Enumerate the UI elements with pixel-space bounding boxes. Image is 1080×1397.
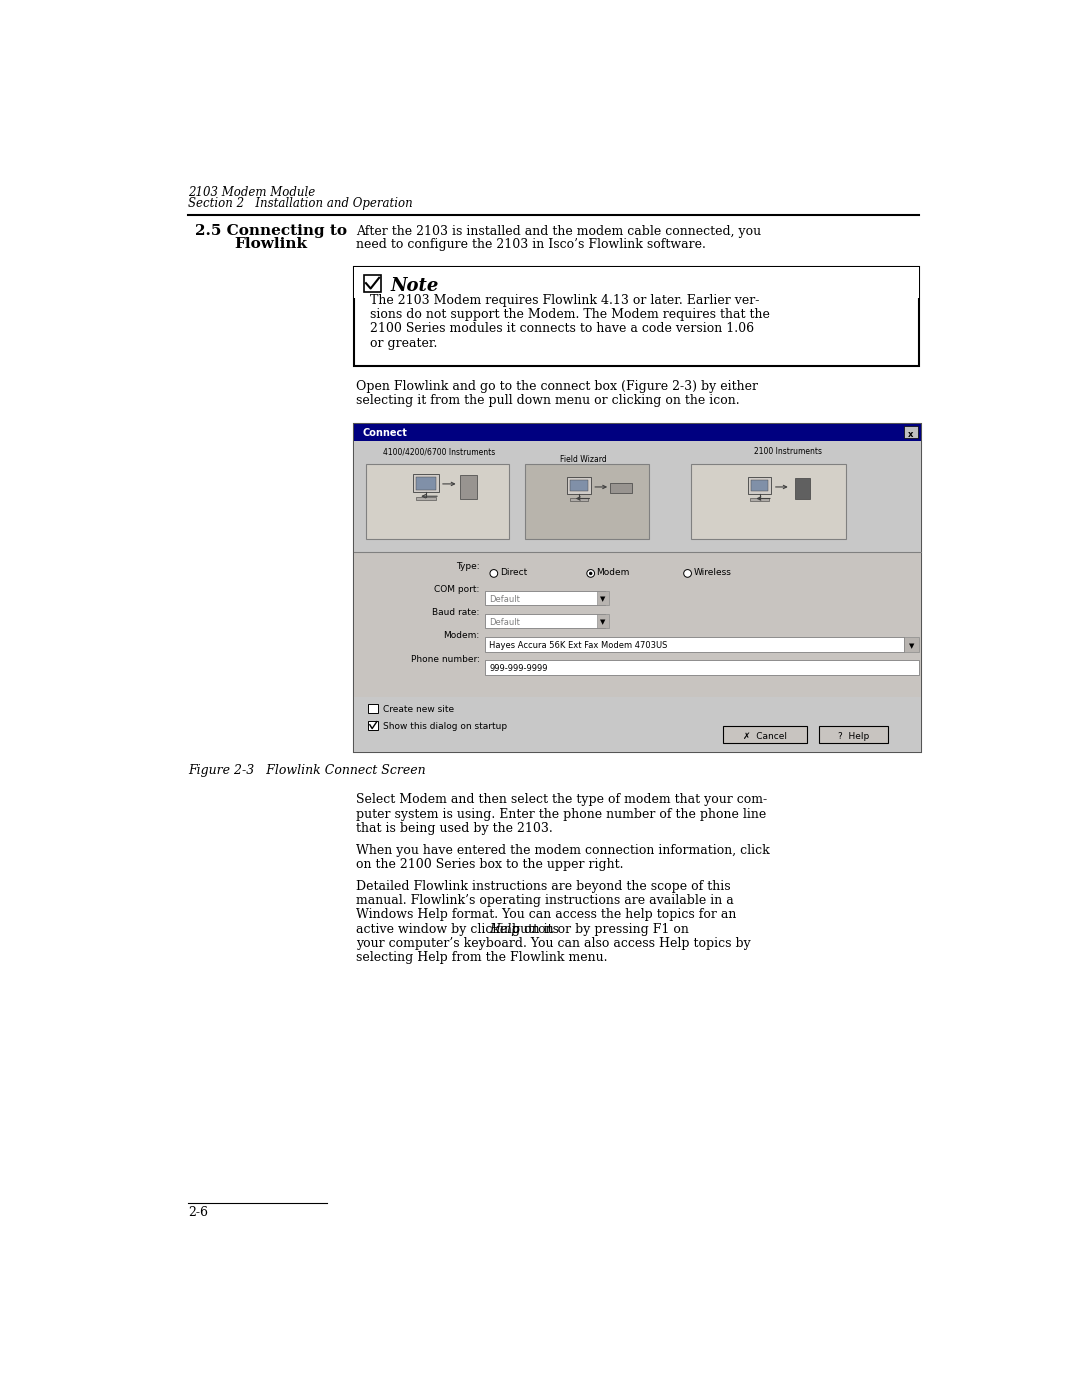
Bar <box>485 637 904 651</box>
Bar <box>460 475 477 499</box>
Text: Select Modem and then select the type of modem that your com-: Select Modem and then select the type of… <box>356 793 767 806</box>
Bar <box>570 481 588 492</box>
Bar <box>416 496 436 500</box>
Text: Help: Help <box>489 922 519 936</box>
Text: active window by clicking on its: active window by clicking on its <box>356 922 563 936</box>
Bar <box>485 613 605 629</box>
Text: Direct: Direct <box>500 569 527 577</box>
Text: Field Wizard: Field Wizard <box>559 455 606 464</box>
Text: 2-6: 2-6 <box>188 1207 207 1220</box>
Bar <box>354 423 921 753</box>
Bar <box>597 591 609 605</box>
Text: When you have entered the modem connection information, click: When you have entered the modem connecti… <box>356 844 770 856</box>
Text: selecting it from the pull down menu or clicking on the icon.: selecting it from the pull down menu or … <box>356 394 740 408</box>
Text: Wireless: Wireless <box>693 569 731 577</box>
Text: The 2103 Modem requires Flowlink 4.13 or later. Earlier ver-: The 2103 Modem requires Flowlink 4.13 or… <box>369 293 759 307</box>
Text: After the 2103 is installed and the modem cable connected, you: After the 2103 is installed and the mode… <box>356 225 761 237</box>
Bar <box>354 423 921 440</box>
Text: x: x <box>908 430 914 439</box>
Text: puter system is using. Enter the phone number of the phone line: puter system is using. Enter the phone n… <box>356 807 766 820</box>
Bar <box>368 704 378 714</box>
Text: Type:: Type: <box>456 562 480 571</box>
Bar <box>751 497 769 500</box>
Text: ▼: ▼ <box>909 643 915 648</box>
Bar <box>354 267 919 298</box>
Text: 4100/4200/6700 Instruments: 4100/4200/6700 Instruments <box>383 447 496 457</box>
Text: Default: Default <box>489 595 521 604</box>
Text: Create new site: Create new site <box>383 705 454 714</box>
Bar <box>414 474 438 492</box>
Bar <box>904 426 918 439</box>
Text: button or by pressing F1 on: button or by pressing F1 on <box>509 922 689 936</box>
Text: ▼: ▼ <box>600 620 606 626</box>
Text: 2103 Modem Module: 2103 Modem Module <box>188 186 315 200</box>
Text: Show this dialog on startup: Show this dialog on startup <box>383 722 508 732</box>
Text: 2100 Series modules it connects to have a code version 1.06: 2100 Series modules it connects to have … <box>369 323 754 335</box>
Text: 999-999-9999: 999-999-9999 <box>489 664 548 673</box>
Bar <box>354 267 919 366</box>
Bar <box>525 464 649 539</box>
Circle shape <box>684 570 691 577</box>
Bar <box>819 726 888 743</box>
Bar <box>724 726 807 743</box>
Text: on the 2100 Series box to the upper right.: on the 2100 Series box to the upper righ… <box>356 858 623 870</box>
Bar <box>354 440 921 552</box>
Bar <box>570 497 589 500</box>
Bar <box>364 275 380 292</box>
Text: your computer’s keyboard. You can also access Help topics by: your computer’s keyboard. You can also a… <box>356 937 751 950</box>
Text: Modem:: Modem: <box>444 631 480 640</box>
Bar <box>366 464 510 539</box>
Text: manual. Flowlink’s operating instructions are available in a: manual. Flowlink’s operating instruction… <box>356 894 733 907</box>
Bar <box>354 552 921 697</box>
Text: Section 2   Installation and Operation: Section 2 Installation and Operation <box>188 197 413 210</box>
Bar <box>567 476 591 495</box>
Bar <box>610 483 632 493</box>
Text: Baud rate:: Baud rate: <box>432 609 480 617</box>
Text: Default: Default <box>489 617 521 627</box>
Text: ▼: ▼ <box>600 597 606 602</box>
Text: Modem: Modem <box>596 569 630 577</box>
Text: Figure 2-3   Flowlink Connect Screen: Figure 2-3 Flowlink Connect Screen <box>188 764 426 777</box>
Text: ✗  Cancel: ✗ Cancel <box>743 732 787 740</box>
Bar <box>354 697 921 753</box>
Bar <box>691 464 847 539</box>
Text: sions do not support the Modem. The Modem requires that the: sions do not support the Modem. The Mode… <box>369 309 770 321</box>
Circle shape <box>589 571 593 576</box>
Text: Flowlink: Flowlink <box>234 237 307 251</box>
Circle shape <box>586 570 595 577</box>
Bar <box>597 613 609 629</box>
Text: or greater.: or greater. <box>369 337 437 349</box>
Bar <box>368 721 378 731</box>
Bar <box>904 637 919 651</box>
Bar <box>485 591 605 605</box>
Text: Phone number:: Phone number: <box>410 655 480 664</box>
Bar <box>417 478 435 489</box>
Text: need to configure the 2103 in Isco’s Flowlink software.: need to configure the 2103 in Isco’s Flo… <box>356 239 705 251</box>
Text: COM port:: COM port: <box>434 585 480 594</box>
Text: Connect: Connect <box>362 429 407 439</box>
Text: Open Flowlink and go to the connect box (Figure 2-3) by either: Open Flowlink and go to the connect box … <box>356 380 758 393</box>
Text: Detailed Flowlink instructions are beyond the scope of this: Detailed Flowlink instructions are beyon… <box>356 880 730 893</box>
Text: selecting Help from the Flowlink menu.: selecting Help from the Flowlink menu. <box>356 951 607 964</box>
Text: ?  Help: ? Help <box>838 732 869 740</box>
Bar <box>751 481 768 492</box>
Bar <box>748 476 771 495</box>
Bar <box>795 478 810 499</box>
Text: that is being used by the 2103.: that is being used by the 2103. <box>356 821 553 835</box>
Text: Windows Help format. You can access the help topics for an: Windows Help format. You can access the … <box>356 908 737 922</box>
Bar <box>485 659 919 675</box>
Text: Note: Note <box>390 277 438 295</box>
Text: 2100 Instruments: 2100 Instruments <box>754 447 822 457</box>
Text: Hayes Accura 56K Ext Fax Modem 4703US: Hayes Accura 56K Ext Fax Modem 4703US <box>489 641 667 650</box>
Circle shape <box>490 570 498 577</box>
Text: 2.5 Connecting to: 2.5 Connecting to <box>194 224 347 237</box>
